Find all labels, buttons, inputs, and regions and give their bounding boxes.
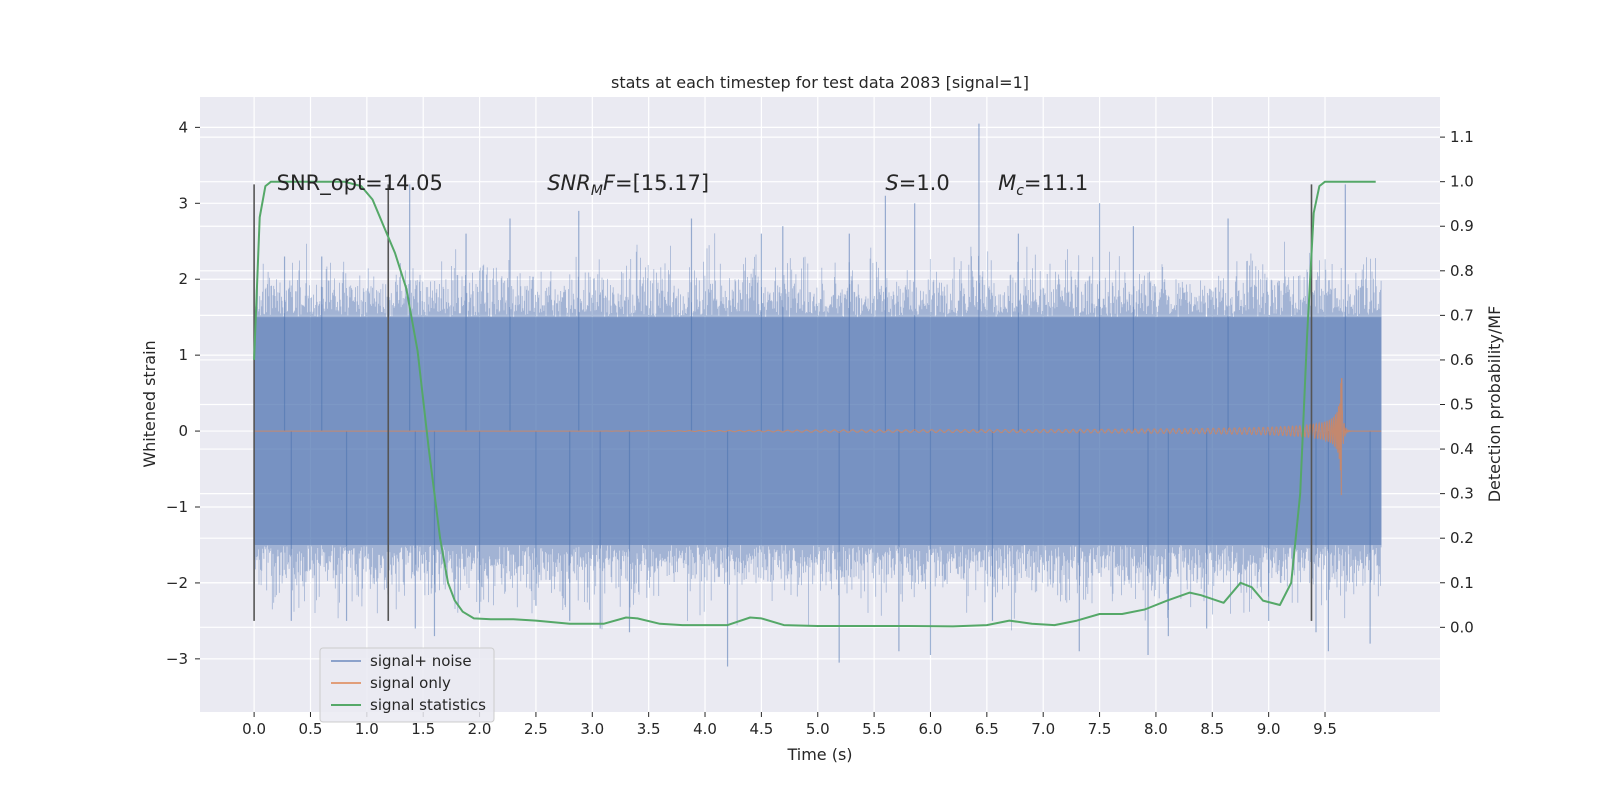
x-tick-label: 2.0 (468, 720, 492, 738)
signal-statistics-line (253, 180, 1376, 628)
x-tick-label: 1.0 (355, 720, 379, 738)
y-tick-label: −3 (166, 650, 188, 668)
y-right-tick-label: 1.1 (1450, 128, 1474, 146)
y-tick-label: 1 (178, 346, 188, 364)
legend-label-signal-only: signal only (370, 674, 451, 692)
x-tick-label: 6.0 (919, 720, 943, 738)
x-tick-label: 3.0 (580, 720, 604, 738)
y-tick-label: −1 (166, 498, 188, 516)
y-axis-left: 4 3 2 1 0 −1 −2 −3 (166, 118, 200, 668)
x-tick-label: 5.0 (806, 720, 830, 738)
x-axis-label: Time (s) (786, 745, 852, 764)
y-tick-label: 0 (178, 422, 188, 440)
x-tick-label: 7.5 (1088, 720, 1112, 738)
y-tick-label: 4 (178, 118, 188, 136)
signal-only-line (254, 378, 1382, 496)
x-tick-label: 2.5 (524, 720, 548, 738)
annotation-subscript: M (591, 183, 603, 199)
legend: signal+ noise signal only signal statist… (319, 647, 495, 723)
y-axis-label: Whitened strain (140, 340, 159, 467)
legend-label-signal-noise: signal+ noise (370, 652, 472, 670)
y-right-tick-label: 0.2 (1450, 529, 1474, 547)
y-right-tick-label: 0.6 (1450, 351, 1474, 369)
y-right-tick-label: 0.3 (1450, 485, 1474, 503)
annotation-tail: F=[15.17] (603, 171, 709, 195)
chart-title: stats at each timestep for test data 208… (611, 73, 1029, 92)
x-tick-label: 3.5 (637, 720, 661, 738)
y-right-tick-label: 0.8 (1450, 262, 1474, 280)
x-tick-label: 9.0 (1257, 720, 1281, 738)
annotation-italic: F (603, 171, 616, 195)
x-tick-label: 1.5 (411, 720, 435, 738)
annotation-1: SNRMF=[15.17] (547, 171, 709, 199)
y-tick-label: 3 (178, 194, 188, 212)
annotation-main: S (885, 171, 898, 195)
x-tick-label: 9.5 (1313, 720, 1337, 738)
x-tick-label: 4.5 (749, 720, 773, 738)
annotation-3: Mc=11.1 (998, 171, 1088, 199)
y-right-tick-label: 1.0 (1450, 173, 1474, 191)
annotations: SNR_opt=14.05 SNRMF=[15.17] S=1.0 Mc=11.1 (277, 171, 1089, 199)
x-tick-label: 0.0 (242, 720, 266, 738)
x-tick-label: 5.5 (862, 720, 886, 738)
x-tick-label: 8.5 (1200, 720, 1224, 738)
y-tick-label: −2 (166, 574, 188, 592)
series-signal-only (254, 378, 1382, 496)
legend-label-signal-statistics: signal statistics (370, 696, 486, 714)
y-right-tick-label: 0.9 (1450, 217, 1474, 235)
annotation-tail: =1.0 (899, 171, 950, 195)
y-right-tick-label: 0.1 (1450, 574, 1474, 592)
y-right-tick-label: 0.0 (1450, 618, 1474, 636)
y-axis-right-label: Detection probability/MF (1485, 306, 1504, 503)
x-tick-label: 6.5 (975, 720, 999, 738)
y-axis-right: 1.1 1.0 0.9 0.8 0.7 0.6 0.5 0.4 0.3 0.2 0.1 0.0 (1440, 128, 1474, 636)
annotation-0: SNR_opt=14.05 (277, 171, 443, 196)
y-right-tick-label: 0.5 (1450, 396, 1474, 414)
x-axis: 0.0 0.5 1.0 1.5 2.0 2.5 3.0 3.5 4.0 4.5 5.0 5.5 6.0 6… (242, 712, 1337, 738)
x-tick-label: 8.0 (1144, 720, 1168, 738)
series-signal-statistics (253, 180, 1376, 628)
annotation-main: SNR_opt=14.05 (277, 171, 443, 196)
annotation-main: SNR (547, 171, 591, 195)
annotation-main: M (998, 171, 1016, 195)
x-tick-label: 4.0 (693, 720, 717, 738)
annotation-subscript: c (1016, 183, 1024, 199)
y-tick-label: 2 (178, 270, 188, 288)
x-tick-label: 0.5 (299, 720, 323, 738)
y-right-tick-label: 0.4 (1450, 440, 1474, 458)
annotation-tail: =11.1 (1024, 171, 1088, 195)
legend-frame (319, 647, 495, 723)
y-right-tick-label: 0.7 (1450, 306, 1474, 324)
x-tick-label: 7.0 (1031, 720, 1055, 738)
annotation-2: S=1.0 (885, 171, 949, 195)
